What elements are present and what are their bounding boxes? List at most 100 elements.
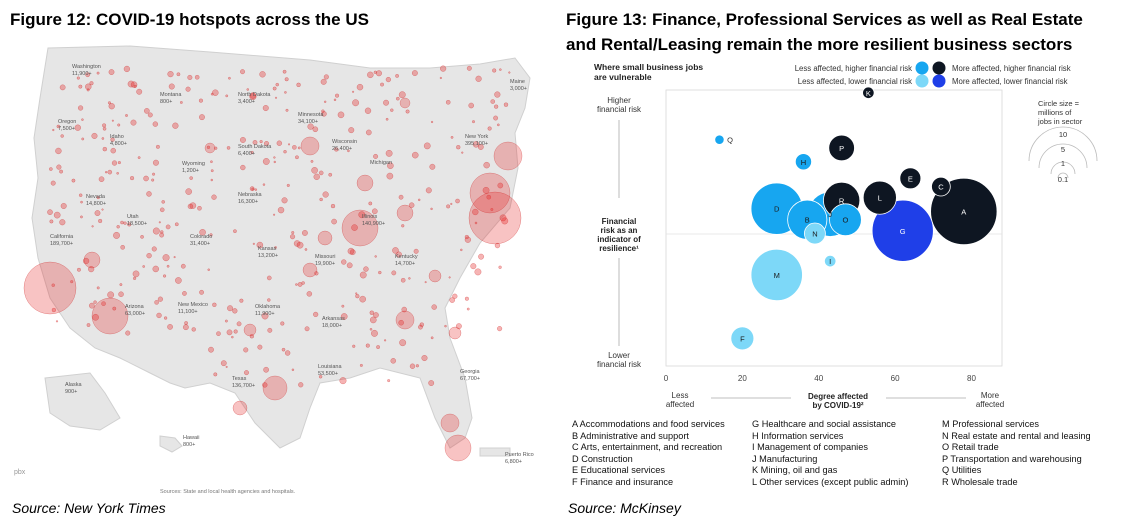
hotspot-circle [120,245,125,250]
hotspot-circle [209,233,213,237]
hotspot-circle [74,124,81,131]
bubble-label-J: J [828,210,832,219]
map-state-name: Maine [510,79,525,85]
hotspot-circle [208,346,214,353]
x-left-label-1: Less [672,391,689,400]
hotspot-circle [396,204,414,222]
map-state-count: 14,700+ [395,261,415,267]
hotspot-circle [409,363,416,369]
hotspot-circle [469,172,511,214]
bubble-O [829,203,862,237]
hotspot-circle [257,344,263,350]
hotspot-circle [154,300,159,305]
hotspot-circle [183,324,189,331]
hotspot-circle [176,72,181,77]
x-right-label-2: affected [976,400,1004,409]
hotspot-circle [89,302,95,309]
hotspot-circle [359,363,363,367]
map-state-count: 900+ [65,389,77,395]
hotspot-circle [418,324,423,330]
hotspot-circle [322,191,329,198]
hotspot-circle [264,141,270,147]
right-figure-title-line1: Figure 13: Finance, Professional Service… [566,10,1083,29]
hotspot-circle [378,270,382,275]
hotspot-circle [291,368,295,372]
hotspot-circle [197,206,202,211]
hotspot-circle [162,254,170,262]
legend-label-1: More affected, higher financial risk [952,64,1071,73]
hotspot-circle [446,204,451,209]
hotspot-circle [355,294,360,299]
hotspot-circle [286,183,290,187]
hotspot-circle [262,375,288,401]
hotspot-circle [233,329,238,334]
hotspot-circle [210,178,213,182]
hotspot-circle [323,74,329,80]
hotspot-circle [194,75,200,80]
map-state-count: 3,400+ [238,99,255,105]
hotspot-circle [216,331,221,336]
hotspot-circle [125,114,128,117]
sector-key-item: E Educational services [572,465,665,476]
x-tick-label: 0 [664,374,669,383]
map-state-count: 7,500+ [58,126,75,132]
map-state-name: Georgia [460,369,481,375]
hotspot-circle [212,302,217,307]
hotspot-circle [387,162,394,170]
hotspot-circle [96,196,100,200]
hotspot-circle [494,242,501,249]
sector-key-item: Q Utilities [942,465,982,476]
hotspot-circle [347,149,350,153]
left-figure-source: Source: New York Times [12,500,166,516]
bubble-label-P: P [839,144,844,153]
hotspot-circle [161,200,165,204]
hotspot-circle [117,123,121,127]
hotspot-circle [399,339,407,347]
hotspot-circle [369,328,373,331]
hotspot-circle [428,269,442,283]
y-mid-label-3: indicator of [597,235,641,244]
hotspot-circle [175,277,182,284]
hotspot-circle [50,180,56,186]
hotspot-circle [112,306,117,311]
size-legend-arc-1 [1050,161,1076,175]
hotspot-circle [374,255,377,258]
map-state-count: 6,800+ [505,459,522,465]
bubble-K [862,86,875,99]
hotspot-circle [89,81,94,86]
hotspot-circle [228,76,231,80]
hotspot-circle [240,164,246,171]
map-state-name: North Dakota [238,92,271,98]
hotspot-circle [146,191,152,197]
hotspot-circle [111,160,118,166]
hotspot-circle [461,151,464,154]
hotspot-circle [474,268,482,276]
hotspot-circle [359,271,367,279]
hotspot-circle [262,183,266,186]
map-state-count: 800+ [183,442,195,448]
hotspot-circle [49,167,53,171]
hotspot-circle [358,211,366,219]
map-state-count: 63,000+ [125,311,145,317]
hotspot-circle [224,319,228,323]
hotspot-circle [52,128,55,132]
map-state-count: 1,200+ [182,168,199,174]
hotspot-circle [508,71,511,74]
bubble-label-C: C [938,183,944,192]
hotspot-circle [60,134,64,138]
map-watermark: pbx [14,469,26,476]
map-state-count: 53,500+ [318,371,338,377]
hotspot-circle [478,253,485,260]
map-state-name: Alaska [65,382,82,388]
hotspot-circle [104,171,108,174]
hotspot-circle [334,147,339,152]
hotspot-circle [317,230,333,246]
hotspot-circle [359,295,366,303]
hotspot-circle [274,246,277,249]
hotspot-circle [475,75,482,82]
sector-key-item: L Other services (except public admin) [752,476,909,487]
hotspot-circle [281,347,286,352]
hotspot-circle [328,172,333,177]
hotspot-circle [232,308,238,314]
hotspot-circle [486,194,492,200]
